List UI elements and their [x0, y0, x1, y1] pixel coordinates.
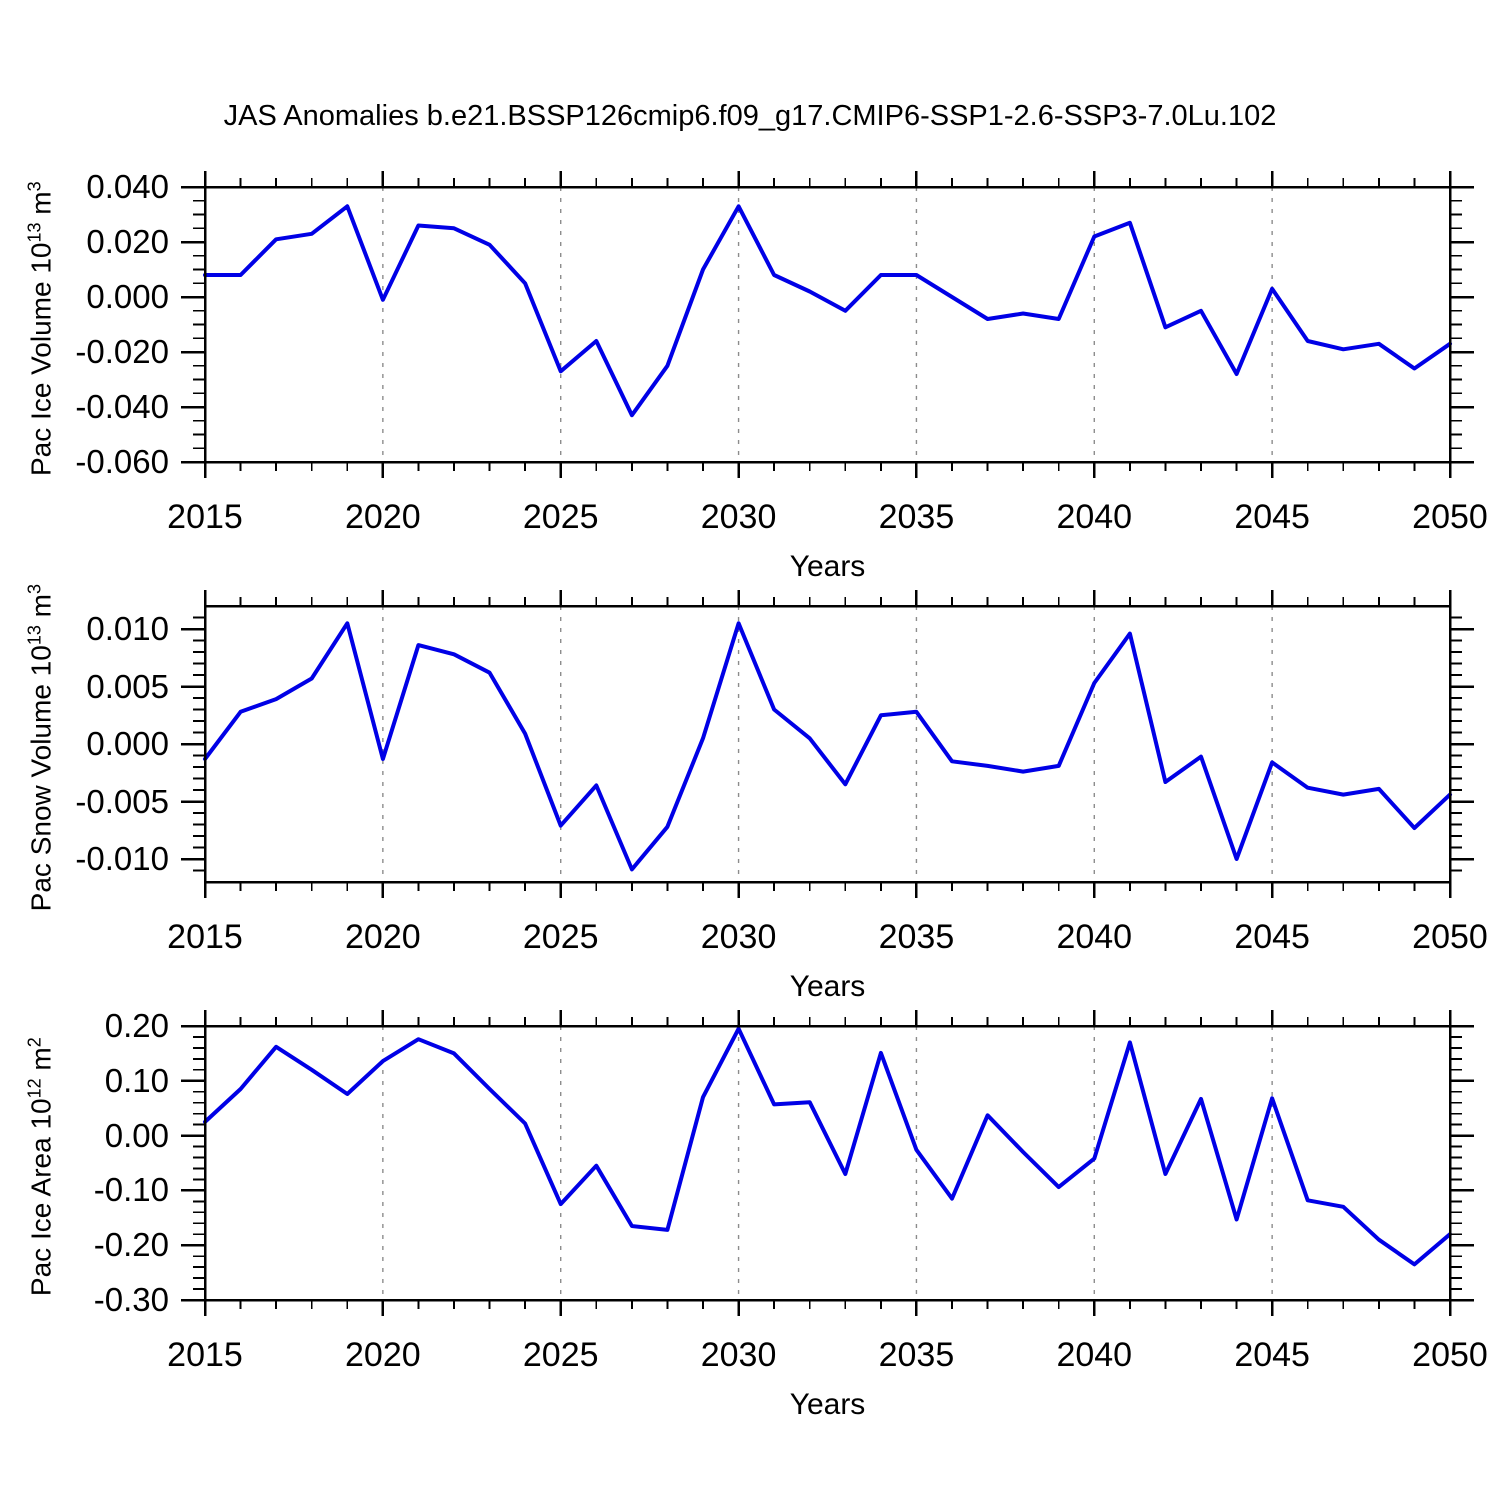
x-tick-label: 2030 [700, 498, 777, 536]
x-tick-label: 2020 [345, 918, 421, 956]
y-tick-label: 0.005 [86, 667, 169, 705]
x-tick-label: 2030 [700, 1336, 777, 1374]
y-tick-label: -0.060 [75, 443, 169, 480]
x-tick-label: 2025 [522, 1336, 599, 1374]
x-tick-label: 2040 [1056, 1336, 1133, 1374]
superscript: 3 [24, 180, 45, 191]
x-tick-label: 2015 [167, 498, 243, 536]
y-tick-label: 0.010 [86, 610, 169, 647]
superscript: 13 [24, 625, 45, 646]
x-tick-label: 2040 [1056, 918, 1133, 956]
x-axis-title: Years [789, 550, 866, 583]
y-tick-label: 0.000 [86, 278, 169, 315]
y-tick-label: -0.020 [75, 333, 169, 370]
x-axis-title: Years [789, 970, 866, 1003]
plot-frame-3 [203, 1024, 1452, 1302]
y-tick-label: 0.000 [86, 725, 169, 762]
plot-frame-1 [203, 185, 1452, 464]
x-tick-label: 2045 [1234, 918, 1310, 956]
y-tick-label: -0.20 [93, 1226, 169, 1264]
series-line-plot-3 [203, 1026, 1452, 1267]
superscript: 12 [24, 1078, 45, 1099]
y-tick-label: -0.30 [93, 1281, 169, 1318]
x-tick-label: 2015 [167, 1336, 243, 1374]
y-tick-label: -0.040 [75, 388, 169, 425]
chart-title: JAS Anomalies b.e21.BSSP126cmip6.f09_g17… [223, 100, 1277, 132]
x-tick-label: 2050 [1412, 918, 1488, 956]
y-axis-title: Pac Ice Area 1012 m2 [24, 1037, 57, 1297]
x-tick-label: 2035 [878, 918, 955, 956]
y-tick-label: 0.040 [86, 168, 169, 205]
y-tick-label: 0.20 [104, 1007, 169, 1044]
x-tick-label: 2035 [878, 498, 955, 536]
x-tick-label: 2045 [1234, 1336, 1310, 1374]
y-tick-label: 0.10 [104, 1061, 169, 1099]
x-tick-label: 2045 [1234, 498, 1310, 536]
series-line-plot-2 [203, 621, 1452, 872]
series-line-plot-1 [203, 204, 1452, 418]
y-tick-label: -0.10 [93, 1171, 169, 1209]
y-tick-label: 0.00 [104, 1116, 169, 1154]
x-tick-label: 2050 [1412, 1336, 1488, 1374]
x-tick-label: 2015 [167, 918, 243, 956]
x-tick-label: 2025 [522, 498, 599, 536]
x-tick-label: 2020 [345, 1336, 421, 1374]
y-tick-label: 0.020 [86, 223, 169, 260]
superscript: 2 [24, 1037, 45, 1048]
y-tick-label: -0.005 [75, 782, 169, 820]
superscript: 13 [24, 221, 45, 243]
x-tick-label: 2040 [1056, 498, 1133, 536]
x-tick-label: 2050 [1412, 498, 1488, 536]
x-axis-title: Years [789, 1388, 866, 1421]
superscript: 3 [24, 584, 45, 595]
plot-frame-2 [203, 604, 1452, 884]
x-tick-label: 2025 [522, 918, 599, 956]
y-tick-label: -0.010 [75, 840, 169, 877]
x-tick-label: 2030 [700, 918, 777, 956]
x-tick-label: 2035 [878, 1336, 955, 1374]
x-tick-label: 2020 [345, 498, 421, 536]
